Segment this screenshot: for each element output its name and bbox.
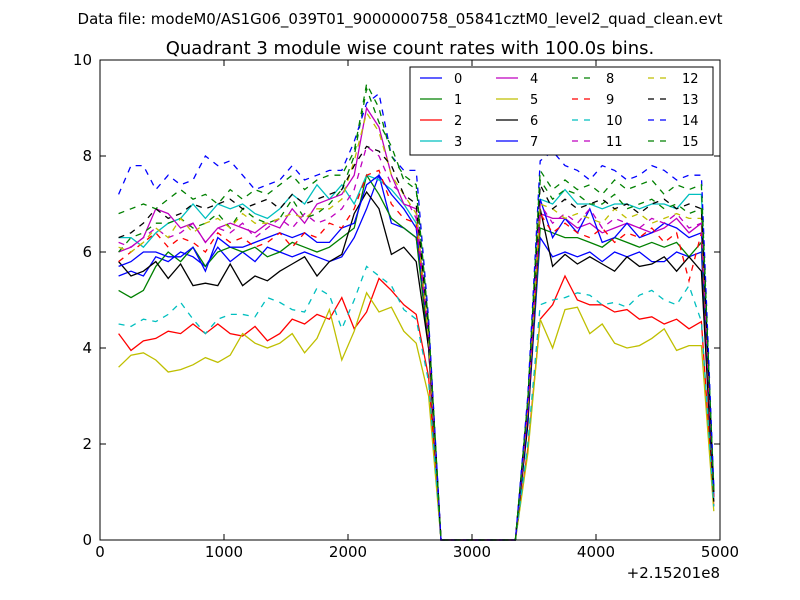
data-file-label: Data file: modeM0/AS1G06_039T01_90000007… (78, 10, 723, 29)
legend-label-4: 4 (530, 72, 538, 87)
legend-label-1: 1 (454, 93, 462, 108)
plot-frame (99, 59, 721, 541)
legend-label-2: 2 (454, 114, 462, 129)
legend-label-9: 9 (606, 93, 614, 108)
series-line-13 (118, 145, 715, 541)
x-tick-label: 4000 (577, 543, 615, 561)
legend-label-14: 14 (682, 114, 699, 129)
series-line-2 (118, 274, 715, 541)
x-tick-label: 2000 (329, 543, 367, 561)
legend-label-3: 3 (454, 135, 462, 150)
series-line-6 (118, 190, 715, 541)
legend-label-12: 12 (682, 72, 699, 87)
series-line-10 (118, 265, 715, 541)
legend-label-7: 7 (530, 135, 538, 150)
series-line-7 (118, 174, 715, 541)
series-line-11 (118, 145, 715, 541)
y-tick-label: 0 (82, 531, 92, 549)
legend-label-5: 5 (530, 93, 538, 108)
legend-frame (409, 66, 714, 156)
legend-label-10: 10 (606, 114, 623, 129)
series-line-3 (118, 174, 715, 541)
y-tick-label: 4 (82, 339, 92, 357)
y-tick-label: 2 (82, 435, 92, 453)
legend-label-0: 0 (454, 72, 462, 87)
legend-label-13: 13 (682, 93, 699, 108)
series-layer (118, 82, 715, 541)
legend-label-8: 8 (606, 72, 614, 87)
x-tick-label: 3000 (453, 543, 491, 561)
legend-label-11: 11 (606, 135, 623, 150)
x-tick-label: 0 (95, 543, 105, 561)
chart-title: Quadrant 3 module wise count rates with … (166, 38, 655, 59)
x-offset-label: +2.15201e8 (627, 564, 720, 582)
series-line-8 (118, 86, 715, 541)
series-line-9 (118, 169, 715, 541)
legend-label-6: 6 (530, 114, 538, 129)
series-line-5 (118, 291, 715, 541)
series-line-15 (118, 82, 715, 541)
y-tick-label: 6 (82, 243, 92, 261)
series-line-14 (118, 92, 715, 541)
x-tick-label: 5000 (701, 543, 739, 561)
x-tick-label: 1000 (205, 543, 243, 561)
y-tick-label: 10 (73, 51, 92, 69)
legend-label-15: 15 (682, 135, 699, 150)
series-line-4 (118, 106, 715, 541)
y-tick-label: 8 (82, 147, 92, 165)
